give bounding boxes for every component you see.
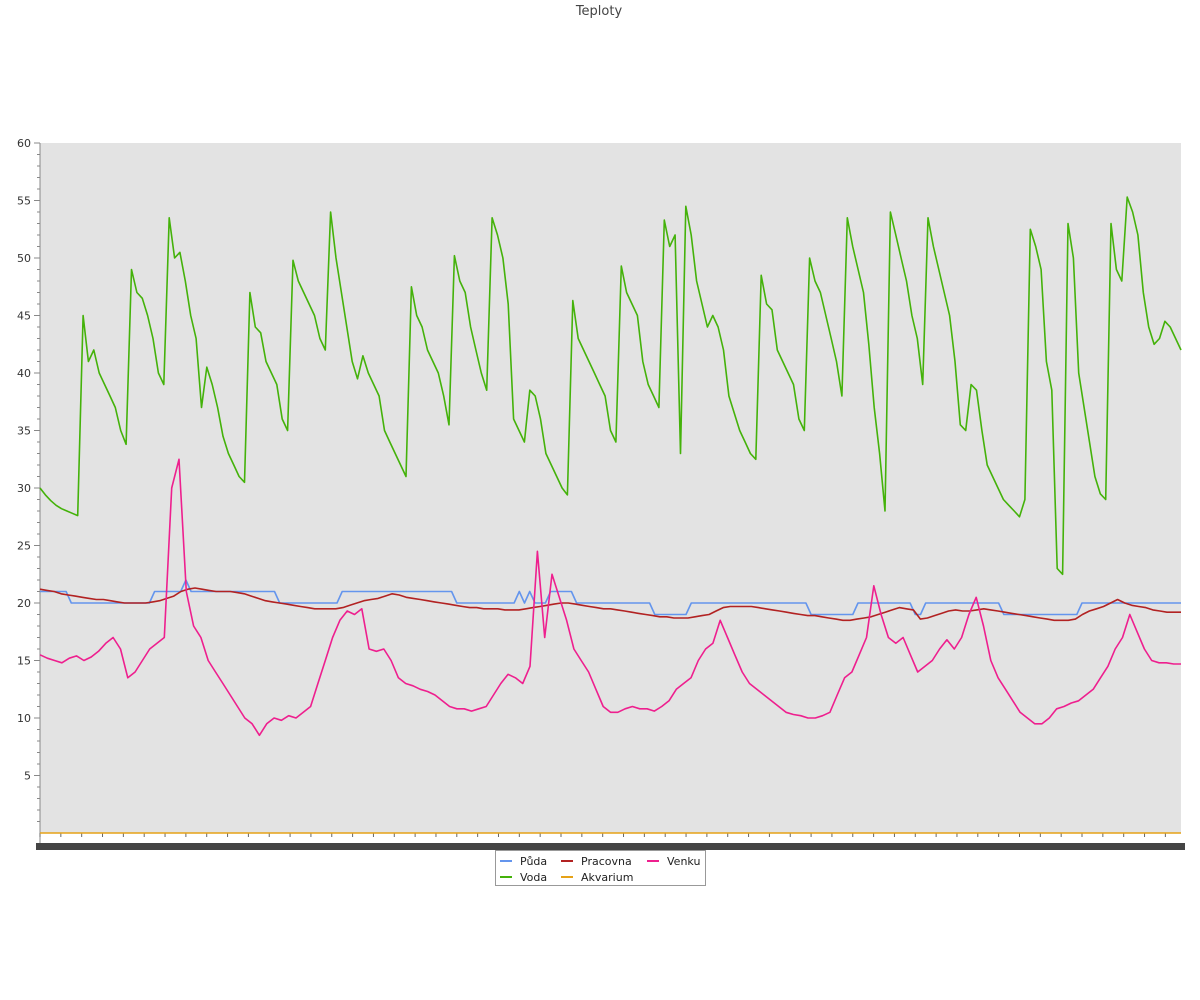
y-tick-label: 55 [17, 195, 31, 208]
x-axis [36, 833, 1185, 850]
legend-label-0: Půda [520, 855, 547, 868]
series-line-4 [39, 458, 1181, 737]
plot-area [40, 143, 1181, 833]
y-tick-label: 25 [17, 540, 31, 553]
y-tick-label: 50 [17, 252, 31, 265]
legend-label-2: Pracovna [581, 855, 632, 868]
legend-box [495, 850, 706, 886]
y-tick-label: 40 [17, 367, 31, 380]
legend-label-1: Voda [520, 871, 547, 884]
series-layer [39, 196, 1182, 834]
series-line-1 [39, 196, 1182, 576]
legend-label-4: Venku [667, 855, 700, 868]
y-tick-label: 10 [17, 712, 31, 725]
y-tick-label: 30 [17, 482, 31, 495]
y-axis: 5 10 15 20 25 30 35 40 45 50 55 60 [17, 137, 41, 845]
chart-title: Teploty [575, 4, 623, 19]
y-tick-label: 35 [17, 425, 31, 438]
legend-label-3: Akvarium [581, 871, 633, 884]
y-tick-label: 20 [17, 597, 31, 610]
y-tick-label: 5 [24, 770, 31, 783]
y-tick-label: 45 [17, 310, 31, 323]
y-tick-label: 15 [17, 655, 31, 668]
x-tick-label-band [36, 843, 1185, 850]
y-tick-label: 60 [17, 137, 31, 150]
series-line-2 [39, 587, 1181, 622]
legend: Půda Voda Pracovna Akvarium Venku [495, 850, 706, 886]
